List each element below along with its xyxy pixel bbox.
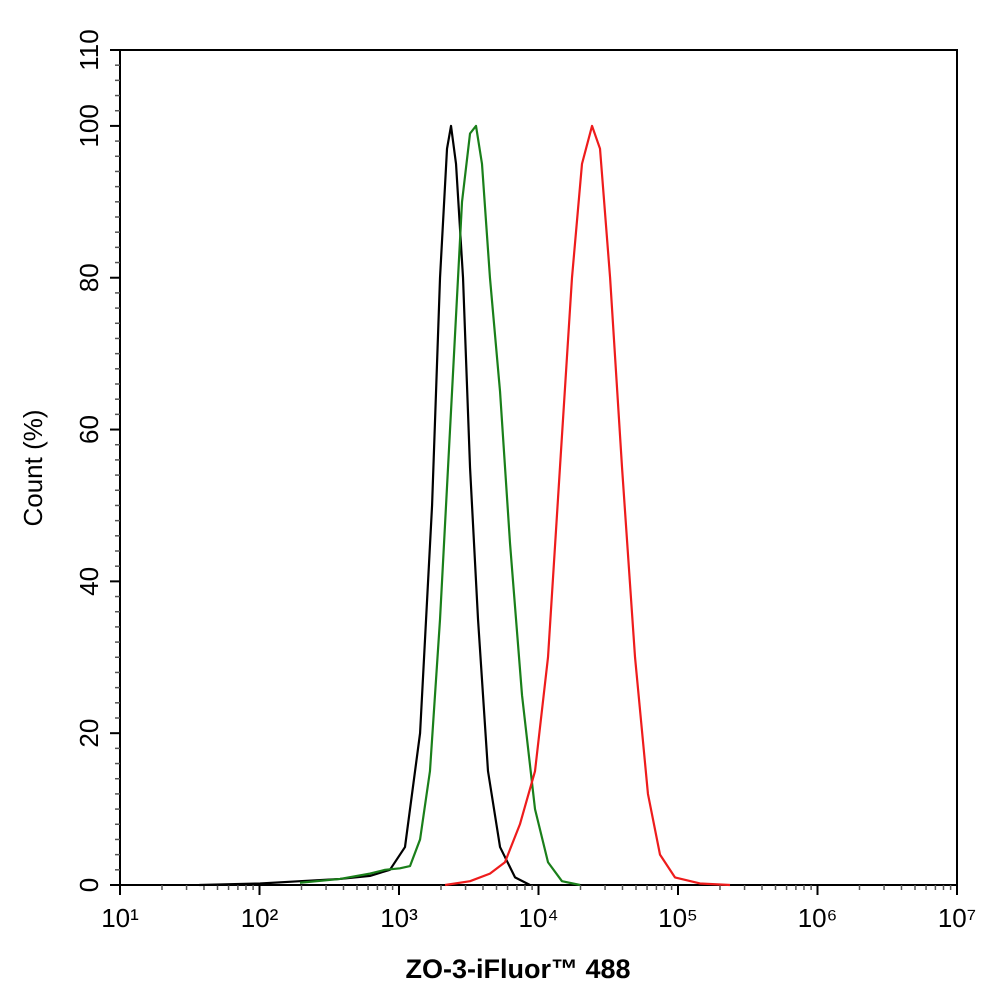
plot-frame	[119, 49, 958, 886]
y-axis-label: Count (%)	[18, 409, 48, 526]
y-tick-label: 40	[74, 567, 104, 596]
x-tick-label: 10⁶	[798, 903, 838, 933]
y-tick-label: 20	[74, 719, 104, 748]
x-tick-label: 10¹	[101, 903, 139, 933]
x-axis-label: ZO-3-iFluor™ 488	[405, 954, 630, 984]
y-tick-label: 0	[74, 878, 104, 892]
histogram-line	[199, 124, 531, 887]
y-tick-label: 60	[74, 415, 104, 444]
x-tick-label: 10²	[241, 903, 279, 933]
x-tick-label: 10⁷	[938, 903, 976, 933]
x-tick-label: 10⁴	[518, 903, 558, 933]
histogram-line	[299, 124, 581, 887]
x-tick-label: 10⁵	[658, 903, 698, 933]
histogram-line	[444, 124, 731, 887]
x-tick-label: 10³	[380, 903, 418, 933]
y-tick-label: 110	[74, 29, 104, 70]
y-tick-label: 80	[74, 263, 104, 292]
y-tick-label: 100	[74, 104, 104, 147]
